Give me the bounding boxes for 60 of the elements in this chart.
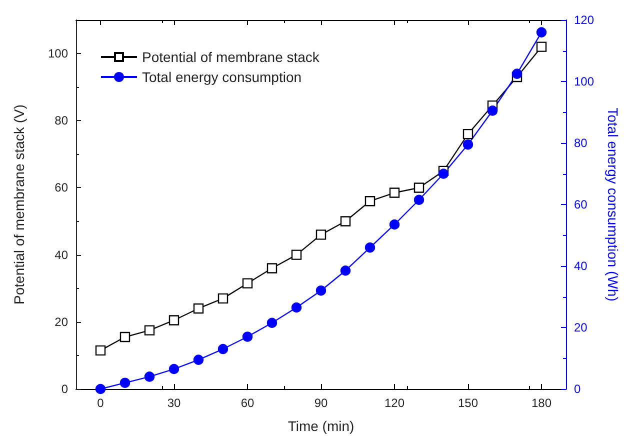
y-tick-label: 100 bbox=[48, 46, 68, 61]
point bbox=[120, 332, 130, 342]
point bbox=[487, 106, 498, 116]
y2-tick-label: 0 bbox=[574, 382, 581, 396]
point bbox=[364, 196, 376, 206]
point bbox=[291, 250, 302, 260]
point bbox=[291, 302, 302, 313]
point bbox=[144, 325, 155, 336]
point bbox=[193, 303, 204, 314]
y2-tick-label: 100 bbox=[574, 74, 594, 88]
y2-tick-label: 20 bbox=[574, 320, 588, 334]
point bbox=[340, 216, 351, 226]
point bbox=[364, 242, 376, 253]
x-tick-label: 120 bbox=[384, 396, 405, 410]
point bbox=[144, 372, 155, 382]
y-tick-label: 80 bbox=[54, 114, 68, 128]
legend-label: Potential of membrane stack bbox=[142, 49, 320, 65]
point bbox=[120, 378, 130, 388]
x-tick-label: 0 bbox=[97, 396, 104, 410]
point bbox=[193, 354, 204, 365]
y-tick-label: 0 bbox=[61, 382, 68, 396]
x-tick-label: 60 bbox=[240, 396, 254, 410]
point bbox=[512, 68, 522, 79]
point bbox=[536, 27, 547, 38]
point bbox=[389, 219, 400, 230]
y2-tick-label: 80 bbox=[574, 136, 588, 150]
point bbox=[242, 278, 253, 288]
x-tick-label: 90 bbox=[314, 396, 328, 410]
y-axis-title: Potential of membrane stack (V) bbox=[11, 104, 27, 304]
point bbox=[389, 188, 400, 198]
x-tick-label: 30 bbox=[167, 396, 181, 410]
y2-axis-title: Total energy consumption (Wh) bbox=[605, 108, 621, 302]
point bbox=[414, 194, 424, 205]
point bbox=[242, 332, 253, 342]
y-tick-label: 40 bbox=[54, 248, 68, 262]
point bbox=[536, 42, 547, 52]
point bbox=[462, 128, 474, 140]
y-tick-label: 60 bbox=[54, 180, 68, 195]
x-tick-label: 150 bbox=[458, 396, 478, 410]
point bbox=[168, 315, 180, 326]
legend-label: Total energy consumption bbox=[142, 69, 302, 85]
y2-tick-label: 60 bbox=[574, 198, 588, 212]
point bbox=[462, 139, 474, 150]
x-axis-title: Time (min) bbox=[288, 418, 354, 434]
point bbox=[340, 266, 351, 276]
point bbox=[95, 345, 106, 356]
point bbox=[266, 263, 278, 274]
point bbox=[316, 286, 326, 296]
point bbox=[218, 293, 228, 304]
point bbox=[316, 230, 326, 240]
y2-tick-label: 120 bbox=[574, 13, 594, 27]
y2-tick-label: 40 bbox=[574, 259, 588, 273]
point bbox=[266, 318, 278, 328]
x-tick-label: 180 bbox=[531, 396, 552, 410]
point bbox=[218, 344, 228, 354]
y-tick-label: 20 bbox=[54, 314, 68, 329]
point bbox=[438, 168, 449, 179]
point bbox=[168, 364, 180, 374]
point bbox=[414, 182, 424, 193]
point bbox=[95, 384, 106, 394]
